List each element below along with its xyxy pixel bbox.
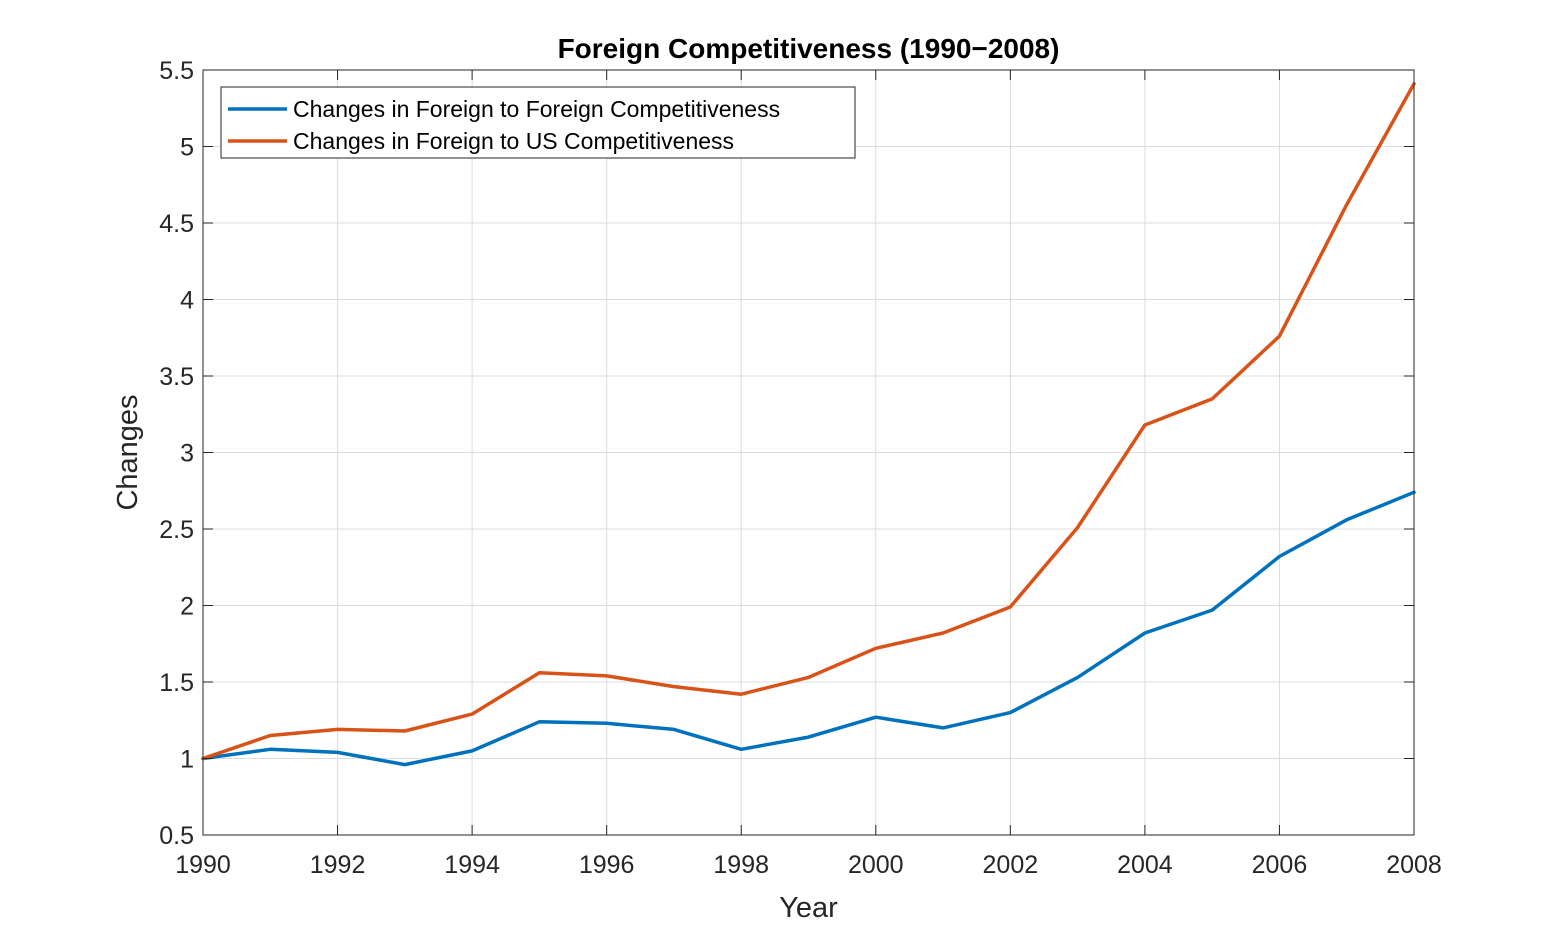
y-tick-label: 5 [180,134,194,162]
y-tick-label: 1.5 [159,669,194,697]
y-tick-label: 0.5 [159,822,194,850]
y-tick-label: 2.5 [159,516,194,544]
legend: Changes in Foreign to Foreign Competitiv… [220,86,856,159]
x-tick-label: 1992 [310,851,366,879]
ticks: 1990 1992 1994 1996 1998 2000 2002 2004 2006 2008… [159,57,1442,879]
x-tick-label: 1994 [444,851,500,879]
legend-label-2: Changes in Foreign to US Competitiveness [293,128,734,154]
y-tick-label: 5.5 [159,57,194,85]
x-axis-label: Year [779,892,838,924]
chart-title: Foreign Competitiveness (1990−2008) [558,33,1060,64]
x-tick-label: 1996 [579,851,635,879]
y-tick-label: 4 [180,287,194,315]
y-tick-label: 2 [180,593,194,621]
x-tick-label: 1990 [175,851,231,879]
y-axis-label: Changes [112,394,144,510]
series-group [201,82,1416,767]
y-tick-label: 3 [180,440,194,468]
x-tick-label: 1998 [713,851,769,879]
legend-label-1: Changes in Foreign to Foreign Competitiv… [293,96,780,122]
series-line-2 [201,82,1416,761]
x-tick-label: 2000 [848,851,904,879]
grid [202,69,1415,836]
x-tick-label: 2002 [983,851,1039,879]
x-tick-label: 2008 [1386,851,1442,879]
y-tick-label: 4.5 [159,210,194,238]
x-tick-label: 2004 [1117,851,1173,879]
series-line-1 [201,490,1416,767]
y-tick-label: 1 [180,746,194,774]
x-tick-label: 2006 [1252,851,1308,879]
y-tick-label: 3.5 [159,363,194,391]
legend-box [220,86,856,159]
